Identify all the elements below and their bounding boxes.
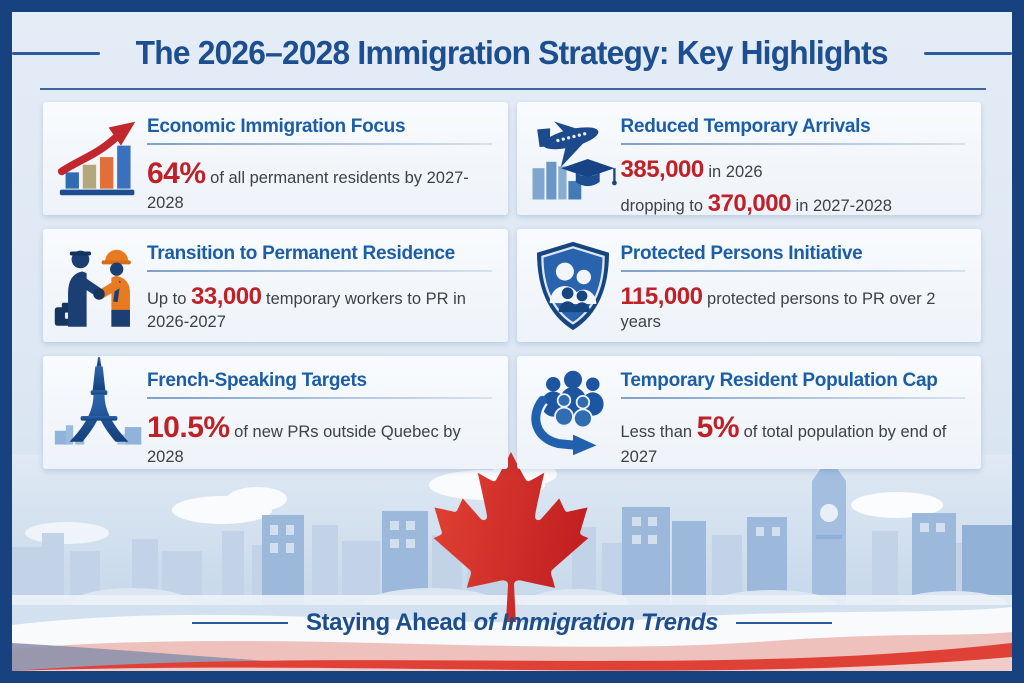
footer-tagline: Staying Ahead of Immigration Trends [12, 609, 1012, 637]
cards-grid: Economic Immigration Focus 64% of all pe… [43, 102, 981, 469]
stat-suffix: protected persons to PR over 2 years [620, 290, 936, 332]
stat-line: 10.5% of new PRs outside Quebec by 2028 [147, 408, 492, 468]
footer-rule-right [736, 622, 833, 624]
near-buildings [262, 507, 1012, 605]
stat-suffix: of total population by end of 2027 [620, 423, 947, 466]
stat-suffix: of new PRs outside Quebec by 2028 [147, 423, 461, 466]
growth-chart-icon [51, 108, 147, 209]
card-protected-persons: Protected Persons Initiative 115,000 pro… [516, 229, 981, 342]
stat-suffix: temporary workers to PR in 2026-2027 [147, 290, 466, 332]
stat-line: Less than 5% of total population by end … [621, 408, 966, 468]
shield-family-icon [525, 235, 621, 336]
stat-value: 33,000 [191, 283, 262, 310]
stat-line: 115,000 protected persons to PR over 2 y… [621, 281, 966, 334]
maple-leaf-icon [433, 452, 589, 622]
card-title: Economic Immigration Focus [147, 116, 406, 137]
stat-value: 64% [147, 157, 206, 190]
stat-line: dropping to 370,000 in 2027-2028 [621, 188, 966, 219]
card-title: Protected Persons Initiative [620, 243, 863, 264]
stat-line: 64% of all permanent residents by 2027-2… [147, 154, 492, 214]
card-title-rule [620, 143, 965, 145]
stat-line: 385,000 in 2026 [621, 154, 966, 185]
title-rule-left [12, 51, 101, 55]
stat-value: 10.5% [147, 411, 230, 444]
title-divider [40, 88, 986, 90]
card-title-rule [620, 397, 965, 399]
building-windows [270, 517, 945, 553]
card-temporary-resident-cap: Temporary Resident Population Cap Less t… [516, 356, 981, 469]
card-reduced-temporary-arrivals: Reduced Temporary Arrivals 385,000 in 20… [516, 102, 981, 217]
airplane-graduation-icon [525, 108, 621, 209]
stat-value: 5% [696, 411, 740, 444]
handshake-workers-icon [51, 235, 147, 336]
stat-prefix: Less than [620, 423, 693, 441]
card-transition-permanent-residence: Transition to Permanent Residence Up to … [43, 229, 508, 342]
stat-suffix: in 2027-2028 [795, 197, 892, 216]
card-french-speaking-targets: French-Speaking Targets 10.5% of new PRs… [43, 356, 508, 469]
title-rule-right [923, 51, 1012, 55]
stat-prefix: Up to [147, 290, 187, 308]
stat-line: Up to 33,000 temporary workers to PR in … [147, 281, 492, 334]
card-title-rule [147, 143, 492, 145]
stat-suffix: in 2026 [708, 163, 763, 181]
page-title: The 2026–2028 Immigration Strategy: Key … [135, 34, 889, 71]
eiffel-tower-icon [51, 356, 147, 463]
clock-tower [812, 455, 846, 605]
footer-text-bold: Staying Ahead [305, 609, 467, 636]
footer-text-italic: of Immigration Trends [473, 609, 719, 636]
card-title-rule [620, 270, 965, 272]
stat-prefix: dropping to [620, 197, 704, 216]
city-skyline-illustration [12, 455, 1012, 605]
card-title: Reduced Temporary Arrivals [620, 116, 871, 137]
footer-rule-left [191, 622, 288, 624]
card-title-rule [147, 397, 492, 399]
card-title: French-Speaking Targets [147, 370, 367, 391]
stat-value: 385,000 [620, 156, 705, 183]
card-title-rule [147, 270, 492, 272]
card-title: Temporary Resident Population Cap [620, 370, 938, 391]
stat-value: 370,000 [707, 190, 792, 218]
stat-value: 115,000 [620, 283, 703, 310]
population-growth-icon [525, 362, 621, 463]
card-economic-immigration: Economic Immigration Focus 64% of all pe… [43, 102, 508, 215]
title-band: The 2026–2028 Immigration Strategy: Key … [12, 28, 1012, 78]
bottom-scene: Staying Ahead of Immigration Trends [12, 452, 1012, 671]
card-title: Transition to Permanent Residence [147, 243, 455, 264]
stat-suffix: of all permanent residents by 2027-2028 [147, 169, 469, 212]
